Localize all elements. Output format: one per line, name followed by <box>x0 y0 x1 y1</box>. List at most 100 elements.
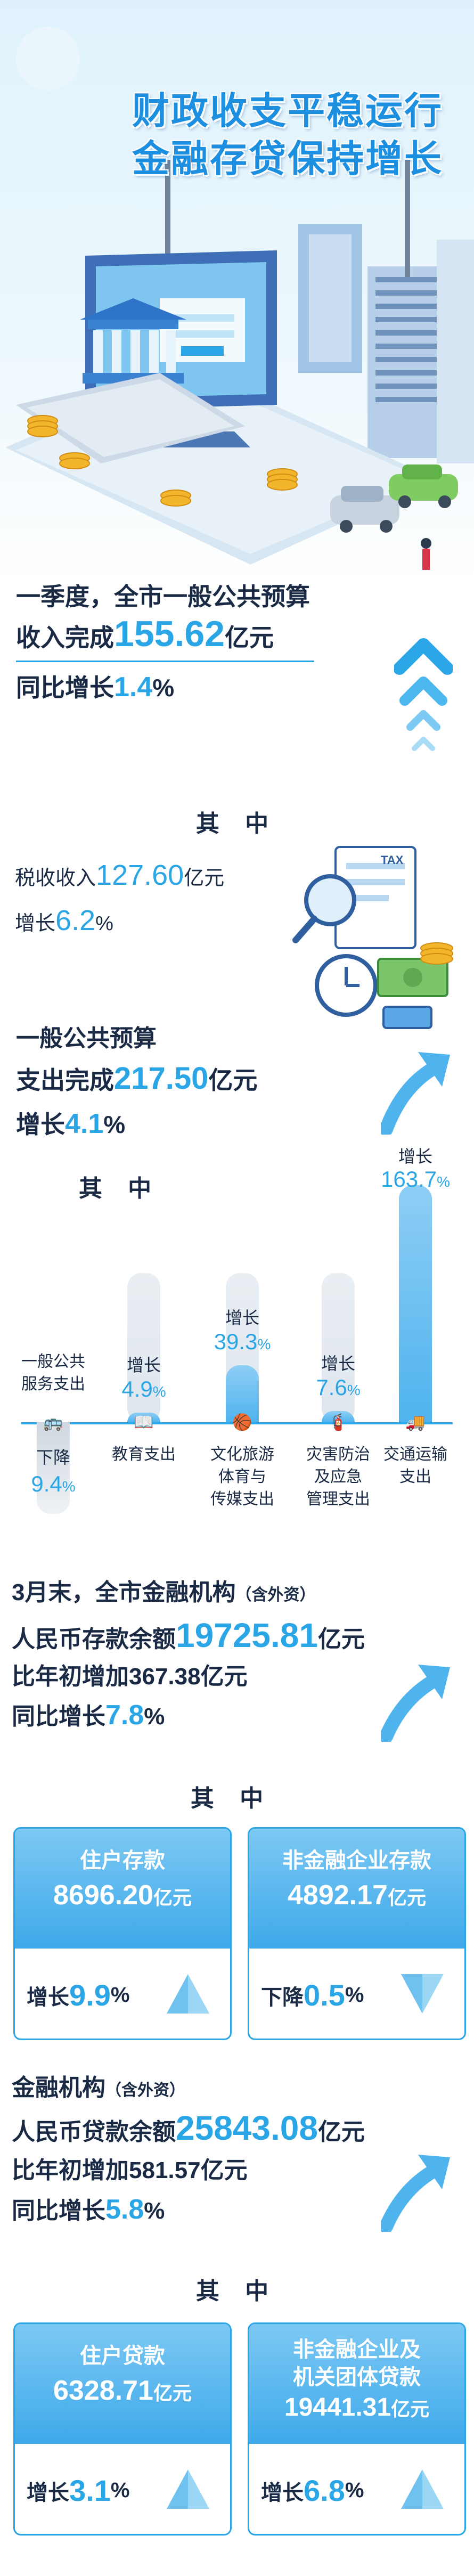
expenditure-value: 217.50 <box>114 1061 209 1096</box>
enterprise-deposit-change-value: 0.5 <box>304 1978 345 2012</box>
enterprise-deposit-change-unit: % <box>345 1983 364 2007</box>
enterprise-deposit-value: 4892.17 <box>288 1880 388 1911</box>
enterprise-loan-unit: 亿元 <box>391 2398 430 2420</box>
chart-baseline <box>21 1422 453 1424</box>
enterprise-deposit-unit: 亿元 <box>387 1887 426 1909</box>
revenue-growth-value: 1.4 <box>114 672 153 703</box>
bar-direction-label: 增长 <box>321 1354 355 1373</box>
loan-unit: 亿元 <box>317 2119 365 2145</box>
bar-direction-label: 增长 <box>398 1147 432 1166</box>
loan-growth-unit: % <box>144 2198 165 2224</box>
bar-direction-label: 下降 <box>36 1448 70 1467</box>
bar-1 <box>37 1422 70 1514</box>
loan-prefix: 人民币贷款余额 <box>12 2119 176 2145</box>
deposit-growth-unit: % <box>144 1703 165 1730</box>
deposit-boxes-heading: 其 中 <box>190 1786 273 1812</box>
revenue-prefix: 收入完成 <box>16 624 114 651</box>
arrow-up-icon <box>381 1665 450 1742</box>
extinguisher-icon: 🧯 <box>328 1413 348 1431</box>
deposit-growth-value: 7.8 <box>105 1700 144 1731</box>
hero-illustration <box>0 0 474 586</box>
finance-line1-note: （含外资） <box>235 1586 316 1604</box>
household-loan-change-prefix: 增长 <box>27 2481 69 2505</box>
category-label: 教育支出 <box>112 1446 176 1463</box>
revenue-underline <box>16 661 314 662</box>
revenue-growth-unit: % <box>152 674 175 702</box>
expenditure-line1: 一般公共预算 <box>16 1025 157 1051</box>
bar-value-label: 163.7% <box>380 1167 450 1192</box>
enterprise-loan-title-line1: 非金融企业及 <box>293 2338 421 2361</box>
revenue-line3: 同比增长1.4% <box>16 671 174 704</box>
household-deposit-change-value: 9.9 <box>69 1978 111 2012</box>
enterprise-loan-change-prefix: 增长 <box>261 2481 304 2505</box>
revenue-value: 155.62 <box>114 614 225 654</box>
household-deposit-title: 住户存款 <box>80 1849 165 1872</box>
car-icon <box>330 486 399 533</box>
finance-line1-text: 3月末，全市金融机构 <box>12 1579 236 1605</box>
household-deposit-value: 8696.20 <box>53 1880 153 1911</box>
loans-line1-text: 金融机构 <box>12 2075 105 2101</box>
finance-line1: 3月末，全市金融机构（含外资） <box>12 1577 315 1611</box>
triangle-up-icon <box>167 2469 209 2509</box>
tax-illustration: TAX <box>292 846 453 1029</box>
enterprise-loan-change-unit: % <box>345 2479 364 2502</box>
bar-direction-label: 增长 <box>225 1308 259 1327</box>
bar-value-label: 39.3% <box>214 1329 271 1354</box>
bus-icon: 🚌 <box>43 1413 63 1431</box>
tax-growth-unit: % <box>95 912 113 935</box>
triangle-up-icon <box>401 2469 444 2509</box>
expenditure-growth-unit: % <box>103 1111 126 1138</box>
revenue-line2: 收入完成155.62亿元 <box>16 616 274 654</box>
deposit-growth-prefix: 同比增长 <box>12 1703 105 1730</box>
bar-3 <box>226 1365 259 1422</box>
book-icon: 📖 <box>134 1413 154 1431</box>
deposit-growth-line: 同比增长7.8% <box>12 1699 165 1733</box>
household-loan-change-value: 3.1 <box>69 2474 111 2507</box>
revenue-line1: 一季度，全市一般公共预算 <box>16 583 310 610</box>
deposit-prefix: 人民币存款余额 <box>12 1626 176 1652</box>
enterprise-deposit-change-prefix: 下降 <box>261 1985 304 2009</box>
loan-growth-line: 同比增长5.8% <box>12 2194 165 2227</box>
enterprise-loan-value: 19441.31 <box>284 2393 391 2422</box>
chevron-up-stack-icon <box>394 638 453 751</box>
loans-line1-note: （含外资） <box>105 2082 185 2099</box>
household-loan-card: 住户贷款 6328.71亿元 增长 3.1% <box>13 2322 232 2536</box>
household-deposit-card: 住户存款 8696.20亿元 增长 9.9% <box>13 1827 232 2040</box>
enterprise-loan-card: 非金融企业及 机关团体贷款 19441.31亿元 增长 6.8% <box>248 2322 466 2536</box>
tax-sign-text: TAX <box>381 853 404 867</box>
expenditure-growth-prefix: 增长 <box>16 1111 65 1138</box>
household-loan-change-unit: % <box>110 2479 130 2502</box>
expenditure-line2: 支出完成217.50亿元 <box>16 1063 257 1096</box>
category-label: 交通运输 支出 <box>383 1446 447 1486</box>
household-deposit-change-unit: % <box>110 1983 130 2007</box>
deposit-balance-line: 人民币存款余额19725.81亿元 <box>12 1616 365 1656</box>
household-loan-value: 6328.71 <box>53 2375 153 2406</box>
loan-value: 25843.08 <box>176 2109 318 2147</box>
arrow-up-icon <box>381 1052 450 1135</box>
bar-value-label: 9.4% <box>31 1471 76 1496</box>
loans-line1: 金融机构（含外资） <box>12 2072 185 2107</box>
expenditure-line3: 增长4.1% <box>16 1108 125 1140</box>
chart-heading: 其 中 <box>78 1176 161 1202</box>
loan-boxes-heading: 其 中 <box>195 2278 279 2304</box>
triangle-up-icon <box>167 1974 209 2013</box>
truck-icon: 🚚 <box>405 1413 426 1431</box>
household-loan-unit: 亿元 <box>153 2382 192 2404</box>
household-loan-title: 住户贷款 <box>80 2344 165 2368</box>
expenditure-prefix: 支出完成 <box>16 1066 114 1094</box>
deposit-unit: 亿元 <box>317 1626 365 1652</box>
hero-title-line1: 财政收支平稳运行 <box>132 90 443 132</box>
bar-5 <box>399 1185 432 1422</box>
deposit-value: 19725.81 <box>176 1616 318 1654</box>
arrow-up-icon <box>381 2155 450 2232</box>
loan-balance-line: 人民币贷款余额25843.08亿元 <box>12 2109 365 2148</box>
hero-title-line2: 金融存贷保持增长 <box>132 138 443 180</box>
bar-value-label: 7.6% <box>316 1375 361 1400</box>
expenditure-growth-value: 4.1 <box>65 1108 104 1139</box>
loan-growth-prefix: 同比增长 <box>12 2198 105 2224</box>
tax-growth-line: 增长6.2% <box>15 906 113 939</box>
revenue-detail-heading: 其 中 <box>195 811 279 837</box>
bar-track <box>127 1273 160 1422</box>
tax-prefix: 税收收入 <box>15 867 96 890</box>
